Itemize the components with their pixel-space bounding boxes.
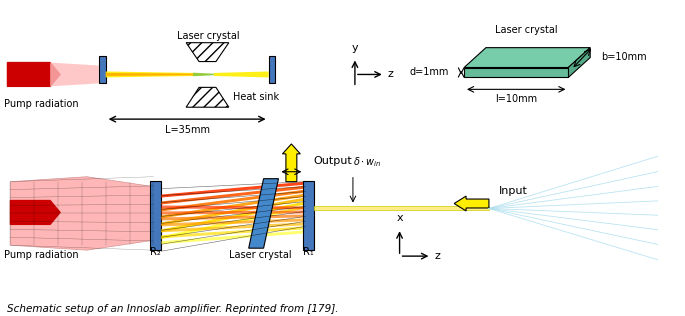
Text: z: z	[388, 70, 394, 79]
Text: b=10mm: b=10mm	[601, 52, 647, 62]
Text: Output: Output	[313, 156, 352, 166]
Polygon shape	[10, 201, 60, 224]
Polygon shape	[162, 190, 306, 211]
Text: Pump radiation: Pump radiation	[5, 99, 79, 109]
Polygon shape	[162, 210, 306, 215]
Text: L=35mm: L=35mm	[164, 125, 210, 135]
Polygon shape	[162, 218, 306, 226]
Polygon shape	[464, 68, 569, 77]
Text: $\delta \cdot w_{in}$: $\delta \cdot w_{in}$	[353, 155, 382, 169]
Polygon shape	[105, 73, 214, 76]
Polygon shape	[162, 202, 306, 232]
Text: Heat sink: Heat sink	[233, 92, 279, 102]
Polygon shape	[186, 43, 229, 62]
Text: l=10mm: l=10mm	[495, 94, 537, 104]
Polygon shape	[50, 63, 99, 86]
Polygon shape	[162, 226, 306, 238]
Polygon shape	[464, 48, 590, 68]
Polygon shape	[186, 87, 229, 107]
Text: Schematic setup of an Innoslab amplifier. Reprinted from [179].: Schematic setup of an Innoslab amplifier…	[8, 304, 339, 314]
Polygon shape	[193, 73, 214, 76]
Polygon shape	[162, 198, 306, 225]
FancyArrow shape	[282, 144, 300, 182]
Text: z: z	[434, 251, 440, 261]
Polygon shape	[162, 182, 306, 198]
Polygon shape	[162, 194, 306, 218]
Text: Laser crystal: Laser crystal	[495, 25, 558, 35]
Polygon shape	[214, 71, 269, 77]
Polygon shape	[162, 222, 306, 232]
Polygon shape	[151, 181, 162, 250]
Polygon shape	[162, 185, 306, 204]
Text: y: y	[351, 43, 358, 53]
Bar	[99, 56, 105, 83]
Text: R₁: R₁	[303, 247, 314, 257]
Polygon shape	[249, 179, 279, 248]
Text: x: x	[396, 213, 403, 223]
Text: Pump radiation: Pump radiation	[5, 250, 79, 260]
Text: d=1mm: d=1mm	[410, 68, 449, 77]
Polygon shape	[105, 71, 214, 77]
Text: Input: Input	[499, 185, 527, 196]
Polygon shape	[303, 181, 314, 250]
Polygon shape	[162, 215, 306, 220]
Text: Laser crystal: Laser crystal	[177, 31, 239, 41]
Polygon shape	[8, 63, 60, 86]
Polygon shape	[10, 177, 153, 250]
Text: Laser crystal: Laser crystal	[229, 250, 292, 260]
Bar	[269, 56, 275, 83]
Polygon shape	[162, 205, 306, 239]
Polygon shape	[162, 205, 306, 210]
Polygon shape	[569, 48, 590, 77]
FancyArrow shape	[454, 196, 489, 211]
Polygon shape	[162, 230, 306, 244]
Text: R₂: R₂	[150, 247, 161, 257]
Polygon shape	[314, 206, 489, 210]
